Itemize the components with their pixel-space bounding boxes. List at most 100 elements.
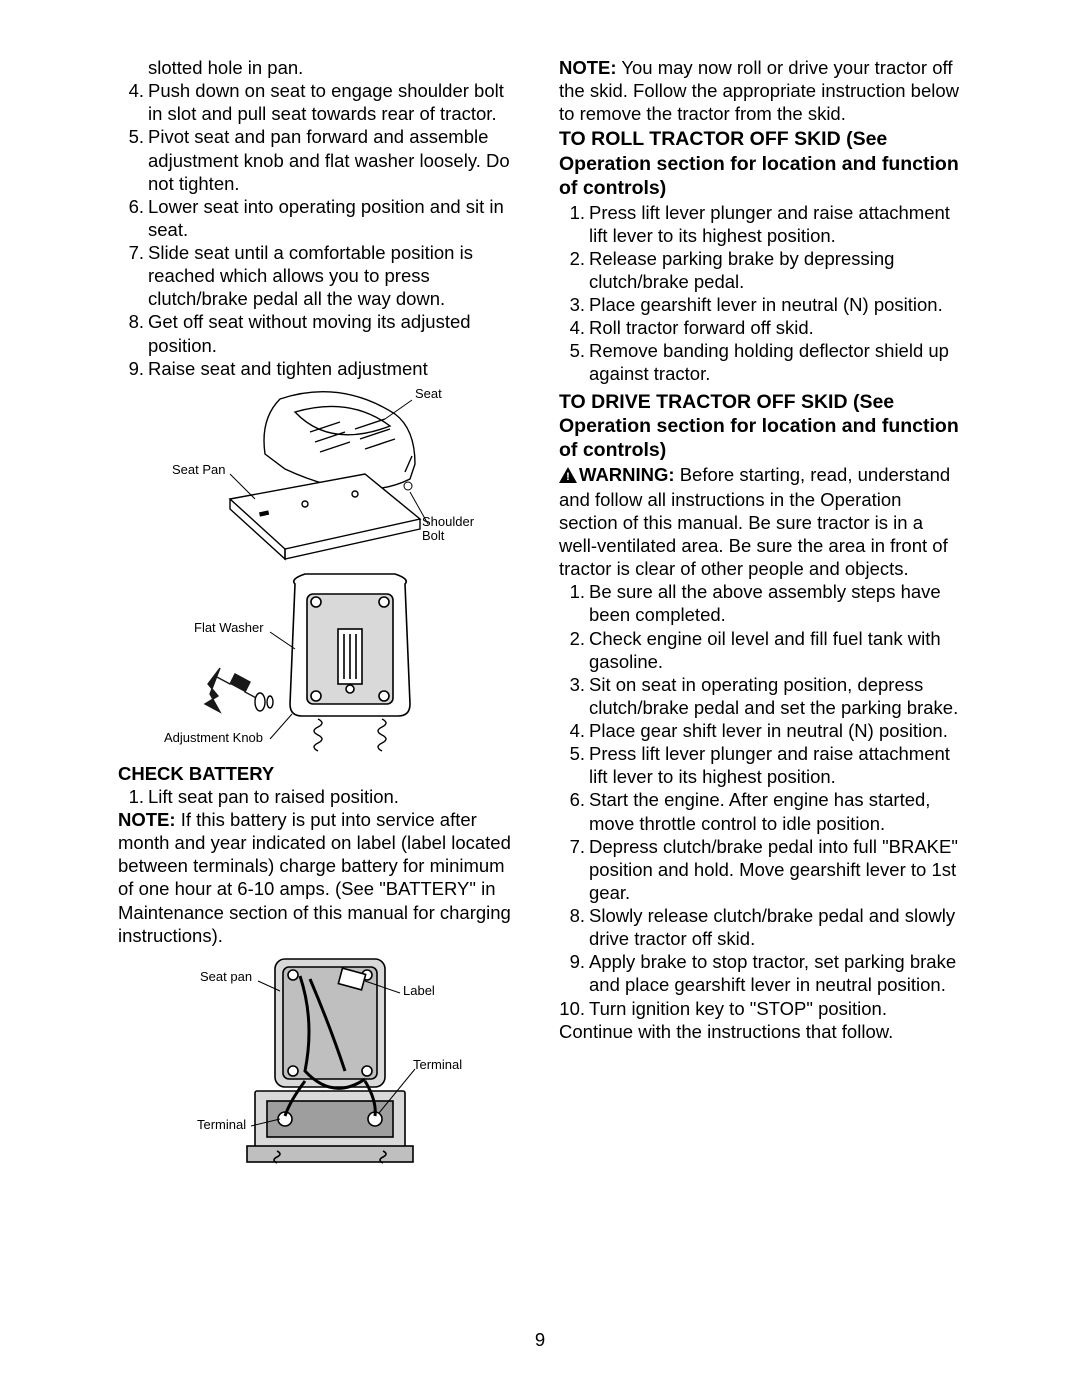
roll-list: 1.Press lift lever plunger and raise att… bbox=[559, 201, 962, 386]
item-number: 2. bbox=[559, 627, 585, 650]
warning-block: ! WARNING: Before starting, read, unders… bbox=[559, 463, 962, 581]
adjustment-knob-icon bbox=[205, 668, 273, 712]
item-text: Start the engine. After engine has start… bbox=[589, 789, 930, 833]
list-item: 1.Press lift lever plunger and raise att… bbox=[559, 201, 962, 247]
item-text: Raise seat and tighten adjustment bbox=[148, 358, 428, 379]
drive-list: 1.Be sure all the above assembly steps h… bbox=[559, 580, 962, 1019]
seat-pan-label: Seat Pan bbox=[172, 462, 226, 477]
item-text: Roll tractor forward off skid. bbox=[589, 317, 814, 338]
drive-heading: TO DRIVE TRACTOR OFF SKID (See Operation… bbox=[559, 390, 962, 463]
spring-icon bbox=[314, 719, 386, 751]
item-text: Apply brake to stop tractor, set parking… bbox=[589, 951, 956, 995]
item-number: 6. bbox=[118, 195, 144, 218]
seat-install-list: 4.Push down on seat to engage shoulder b… bbox=[118, 79, 521, 380]
roll-heading: TO ROLL TRACTOR OFF SKID (See Operation … bbox=[559, 127, 962, 200]
list-item: 4.Place gear shift lever in neutral (N) … bbox=[559, 719, 962, 742]
item-number: 6. bbox=[559, 788, 585, 811]
list-item: 6.Lower seat into operating position and… bbox=[118, 195, 521, 241]
list-item: 8.Get off seat without moving its adjust… bbox=[118, 310, 521, 356]
seat-label: Seat bbox=[415, 386, 442, 401]
list-item: 2.Check engine oil level and fill fuel t… bbox=[559, 627, 962, 673]
note-text: If this battery is put into service afte… bbox=[118, 809, 511, 946]
seat-pan-label-2: Seat pan bbox=[200, 969, 252, 984]
terminal-right-label: Terminal bbox=[413, 1057, 462, 1072]
list-item: 4.Push down on seat to engage shoulder b… bbox=[118, 79, 521, 125]
item-text: Sit on seat in operating position, depre… bbox=[589, 674, 958, 718]
list-item: 3.Sit on seat in operating position, dep… bbox=[559, 673, 962, 719]
item-number: 4. bbox=[559, 316, 585, 339]
item-number: 9. bbox=[118, 357, 144, 380]
list-item: 5.Remove banding holding deflector shiel… bbox=[559, 339, 962, 385]
item-number: 1. bbox=[559, 201, 585, 224]
page: slotted hole in pan. 4.Push down on seat… bbox=[0, 0, 1080, 1229]
item-text: Get off seat without moving its adjusted… bbox=[148, 311, 471, 355]
note-block: NOTE: You may now roll or drive your tra… bbox=[559, 56, 962, 125]
item-text: Place gearshift lever in neutral (N) pos… bbox=[589, 294, 943, 315]
list-item: 3.Place gearshift lever in neutral (N) p… bbox=[559, 293, 962, 316]
note-text: You may now roll or drive your tractor o… bbox=[559, 57, 959, 124]
item-number: 5. bbox=[559, 742, 585, 765]
label-label: Label bbox=[403, 983, 435, 998]
check-battery-list: 1.Lift seat pan to raised position. bbox=[118, 785, 521, 808]
warning-label: WARNING: bbox=[579, 464, 675, 485]
orphan-line: slotted hole in pan. bbox=[118, 56, 521, 79]
list-item: 1.Lift seat pan to raised position. bbox=[118, 785, 521, 808]
list-item: 1.Be sure all the above assembly steps h… bbox=[559, 580, 962, 626]
check-battery-heading: CHECK BATTERY bbox=[118, 762, 521, 785]
terminal-left-label: Terminal bbox=[197, 1117, 246, 1132]
list-item: 9.Apply brake to stop tractor, set parki… bbox=[559, 950, 962, 996]
item-number: 10. bbox=[559, 997, 585, 1020]
shoulder-bolt-icon bbox=[404, 482, 412, 490]
battery-figure: Seat pan Label Terminal Terminal bbox=[118, 951, 521, 1171]
list-item: 5.Pivot seat and pan forward and assembl… bbox=[118, 125, 521, 194]
seat-underside-icon bbox=[290, 574, 410, 716]
flat-washer-label: Flat Washer bbox=[194, 620, 264, 635]
item-text: Pivot seat and pan forward and assemble … bbox=[148, 126, 510, 193]
adjustment-knob-label: Adjustment Knob bbox=[164, 730, 263, 745]
item-text: Lift seat pan to raised position. bbox=[148, 786, 399, 807]
seat-assembly-figure: Seat Seat Pan ShoulderBolt Flat Washer A… bbox=[118, 384, 521, 754]
list-item: 7.Depress clutch/brake pedal into full "… bbox=[559, 835, 962, 904]
item-text: Slowly release clutch/brake pedal and sl… bbox=[589, 905, 955, 949]
item-number: 9. bbox=[559, 950, 585, 973]
item-text: Slide seat until a comfortable position … bbox=[148, 242, 473, 309]
item-text: Push down on seat to engage shoulder bol… bbox=[148, 80, 504, 124]
left-column: slotted hole in pan. 4.Push down on seat… bbox=[118, 56, 525, 1179]
item-text: Lower seat into operating position and s… bbox=[148, 196, 504, 240]
item-number: 3. bbox=[559, 293, 585, 316]
list-item: 2.Release parking brake by depressing cl… bbox=[559, 247, 962, 293]
item-number: 2. bbox=[559, 247, 585, 270]
check-battery-note: NOTE: If this battery is put into servic… bbox=[118, 808, 521, 947]
item-number: 7. bbox=[118, 241, 144, 264]
battery-base-icon bbox=[247, 1081, 413, 1163]
item-number: 4. bbox=[118, 79, 144, 102]
seat-icon bbox=[264, 391, 415, 489]
list-item: 4.Roll tractor forward off skid. bbox=[559, 316, 962, 339]
list-item: 6.Start the engine. After engine has sta… bbox=[559, 788, 962, 834]
item-number: 3. bbox=[559, 673, 585, 696]
item-number: 8. bbox=[559, 904, 585, 927]
list-item: 10.Turn ignition key to "STOP" position. bbox=[559, 997, 962, 1020]
item-number: 8. bbox=[118, 310, 144, 333]
continue-text: Continue with the instructions that foll… bbox=[559, 1020, 962, 1043]
item-text: Remove banding holding deflector shield … bbox=[589, 340, 949, 384]
item-text: Check engine oil level and fill fuel tan… bbox=[589, 628, 941, 672]
battery-seatpan-icon bbox=[275, 959, 385, 1088]
item-number: 1. bbox=[559, 580, 585, 603]
list-item: 7.Slide seat until a comfortable positio… bbox=[118, 241, 521, 310]
item-text: Turn ignition key to "STOP" position. bbox=[589, 998, 887, 1019]
list-item: 5.Press lift lever plunger and raise att… bbox=[559, 742, 962, 788]
list-item: 9.Raise seat and tighten adjustment bbox=[118, 357, 521, 380]
shoulder-bolt-label: ShoulderBolt bbox=[422, 514, 475, 543]
item-number: 1. bbox=[118, 785, 144, 808]
item-number: 7. bbox=[559, 835, 585, 858]
seat-pan-icon bbox=[230, 474, 420, 559]
item-number: 5. bbox=[559, 339, 585, 362]
item-text: Be sure all the above assembly steps hav… bbox=[589, 581, 941, 625]
svg-text:!: ! bbox=[566, 471, 570, 483]
item-text: Release parking brake by depressing clut… bbox=[589, 248, 894, 292]
note-label: NOTE: bbox=[118, 809, 176, 830]
note-label: NOTE: bbox=[559, 57, 617, 78]
item-text: Depress clutch/brake pedal into full "BR… bbox=[589, 836, 958, 903]
warning-icon: ! bbox=[559, 465, 577, 488]
